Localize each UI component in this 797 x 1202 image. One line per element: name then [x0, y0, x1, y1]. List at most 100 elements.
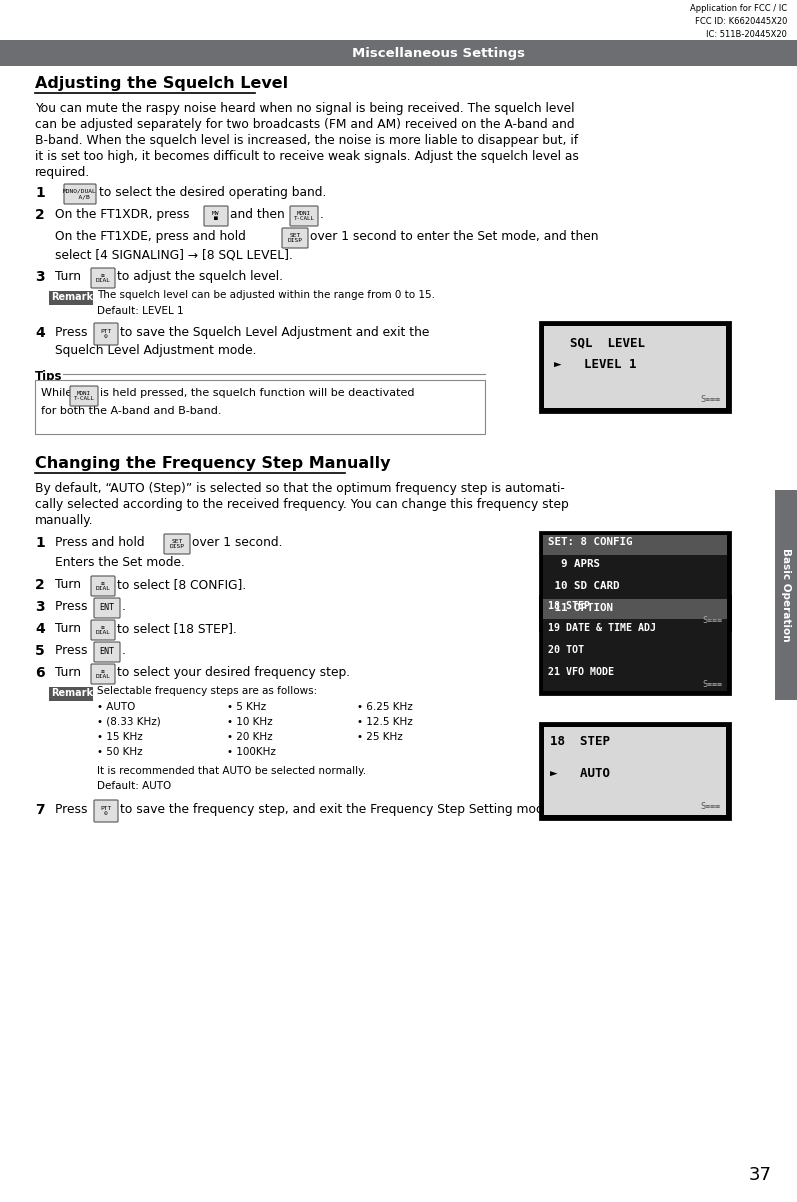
Text: 1: 1	[35, 536, 45, 551]
Text: 20 TOT: 20 TOT	[548, 645, 584, 655]
Text: • 25 KHz: • 25 KHz	[357, 732, 402, 742]
FancyBboxPatch shape	[91, 268, 115, 288]
Text: SQL  LEVEL: SQL LEVEL	[570, 337, 645, 349]
Text: it is set too high, it becomes difficult to receive weak signals. Adjust the squ: it is set too high, it becomes difficult…	[35, 150, 579, 163]
Text: 7: 7	[35, 803, 45, 817]
Text: select [4 SIGNALING] → [8 SQL LEVEL].: select [4 SIGNALING] → [8 SQL LEVEL].	[55, 248, 292, 261]
Text: • 20 KHz: • 20 KHz	[227, 732, 273, 742]
Bar	[775, 490, 797, 700]
Text: over 1 second to enter the Set mode, and then: over 1 second to enter the Set mode, and…	[310, 230, 599, 243]
Text: Squelch Level Adjustment mode.: Squelch Level Adjustment mode.	[55, 344, 257, 357]
FancyBboxPatch shape	[94, 801, 118, 822]
Text: Remark: Remark	[51, 292, 93, 302]
Text: FCC ID: K6620445X20: FCC ID: K6620445X20	[695, 17, 787, 26]
Bar	[0, 40, 797, 66]
Bar	[543, 599, 727, 691]
Text: to save the Squelch Level Adjustment and exit the: to save the Squelch Level Adjustment and…	[120, 326, 430, 339]
Text: On the FT1XDE, press and hold: On the FT1XDE, press and hold	[55, 230, 249, 243]
Text: 6: 6	[35, 666, 45, 680]
Text: .: .	[122, 600, 126, 613]
Text: MONI
T-CALL: MONI T-CALL	[293, 210, 315, 221]
Text: Default: AUTO: Default: AUTO	[97, 781, 171, 791]
Text: to select [18 STEP].: to select [18 STEP].	[117, 621, 237, 635]
Text: over 1 second.: over 1 second.	[192, 536, 282, 549]
Bar	[540, 722, 730, 819]
Text: SET
DISP: SET DISP	[288, 233, 303, 243]
Text: • 5 KHz: • 5 KHz	[227, 702, 266, 712]
Text: ≡
DIAL: ≡ DIAL	[96, 625, 111, 636]
Text: ►   LEVEL 1: ► LEVEL 1	[554, 358, 637, 371]
Text: • 100KHz: • 100KHz	[227, 746, 276, 757]
Text: Miscellaneous Settings: Miscellaneous Settings	[352, 47, 525, 60]
Text: Press: Press	[55, 600, 92, 613]
FancyBboxPatch shape	[290, 206, 318, 226]
Text: .: .	[320, 208, 324, 221]
Text: S≡≡≡: S≡≡≡	[700, 802, 720, 811]
Bar	[540, 596, 730, 694]
Text: MW
■: MW ■	[212, 210, 220, 221]
Bar	[543, 599, 727, 619]
Bar	[540, 322, 730, 412]
Text: is held pressed, the squelch function will be deactivated: is held pressed, the squelch function wi…	[100, 388, 414, 398]
Text: Press: Press	[55, 644, 92, 657]
Text: 21 VFO MODE: 21 VFO MODE	[548, 667, 614, 677]
Text: 19 DATE & TIME ADJ: 19 DATE & TIME ADJ	[548, 623, 656, 633]
Text: Press: Press	[55, 326, 92, 339]
Text: ENT: ENT	[100, 603, 115, 613]
Text: • 12.5 KHz: • 12.5 KHz	[357, 718, 413, 727]
Text: • AUTO: • AUTO	[97, 702, 135, 712]
Text: ENT: ENT	[100, 648, 115, 656]
FancyBboxPatch shape	[204, 206, 228, 226]
Text: required.: required.	[35, 166, 90, 179]
Text: 9 APRS: 9 APRS	[548, 559, 600, 569]
Text: Remark: Remark	[51, 688, 93, 698]
Text: to select your desired frequency step.: to select your desired frequency step.	[117, 666, 350, 679]
Text: You can mute the raspy noise heard when no signal is being received. The squelch: You can mute the raspy noise heard when …	[35, 102, 575, 115]
Text: Turn: Turn	[55, 621, 84, 635]
Text: Adjusting the Squelch Level: Adjusting the Squelch Level	[35, 76, 289, 91]
Text: 18 STEP: 18 STEP	[548, 601, 590, 611]
Text: Press and hold: Press and hold	[55, 536, 148, 549]
Text: manually.: manually.	[35, 514, 93, 526]
Text: Selectable frequency steps are as follows:: Selectable frequency steps are as follow…	[97, 686, 317, 696]
Text: 2: 2	[35, 578, 45, 593]
Text: Enters the Set mode.: Enters the Set mode.	[55, 557, 185, 569]
Text: The squelch level can be adjusted within the range from 0 to 15.: The squelch level can be adjusted within…	[97, 290, 435, 300]
Text: B-band. When the squelch level is increased, the noise is more liable to disappe: B-band. When the squelch level is increa…	[35, 133, 578, 147]
Text: MONO/DUAL
  A/B: MONO/DUAL A/B	[63, 189, 97, 200]
Text: On the FT1XDR, press: On the FT1XDR, press	[55, 208, 194, 221]
Text: • 6.25 KHz: • 6.25 KHz	[357, 702, 413, 712]
Text: By default, “AUTO (Step)” is selected so that the optimum frequency step is auto: By default, “AUTO (Step)” is selected so…	[35, 482, 565, 495]
Text: Press: Press	[55, 803, 92, 816]
Text: 4: 4	[35, 621, 45, 636]
Text: ≡
DIAL: ≡ DIAL	[96, 668, 111, 679]
Text: • 50 KHz: • 50 KHz	[97, 746, 143, 757]
FancyBboxPatch shape	[94, 642, 120, 662]
FancyBboxPatch shape	[94, 323, 118, 345]
Text: for both the A-band and B-band.: for both the A-band and B-band.	[41, 406, 222, 416]
Text: 37: 37	[749, 1166, 772, 1184]
Bar	[49, 688, 93, 701]
Text: S≡≡≡: S≡≡≡	[702, 680, 722, 689]
Text: Default: LEVEL 1: Default: LEVEL 1	[97, 307, 183, 316]
Text: MONI
T-CALL: MONI T-CALL	[73, 391, 95, 401]
Bar	[543, 535, 727, 555]
Text: • 15 KHz: • 15 KHz	[97, 732, 143, 742]
Text: S≡≡≡: S≡≡≡	[700, 395, 720, 404]
FancyBboxPatch shape	[91, 620, 115, 639]
Text: • (8.33 KHz): • (8.33 KHz)	[97, 718, 161, 727]
FancyBboxPatch shape	[282, 228, 308, 248]
Text: 10 SD CARD: 10 SD CARD	[548, 581, 619, 591]
Text: S≡≡≡: S≡≡≡	[702, 615, 722, 625]
Text: IC: 511B-20445X20: IC: 511B-20445X20	[706, 30, 787, 38]
Text: and then: and then	[230, 208, 289, 221]
Text: .: .	[122, 644, 126, 657]
Text: ≡
DIAL: ≡ DIAL	[96, 273, 111, 284]
Bar	[544, 727, 726, 815]
FancyBboxPatch shape	[70, 386, 98, 406]
Text: 5: 5	[35, 644, 45, 657]
Bar	[35, 380, 485, 434]
Text: can be adjusted separately for two broadcasts (FM and AM) received on the A-band: can be adjusted separately for two broad…	[35, 118, 575, 131]
Bar	[540, 532, 730, 630]
Text: ≡
DIAL: ≡ DIAL	[96, 581, 111, 591]
